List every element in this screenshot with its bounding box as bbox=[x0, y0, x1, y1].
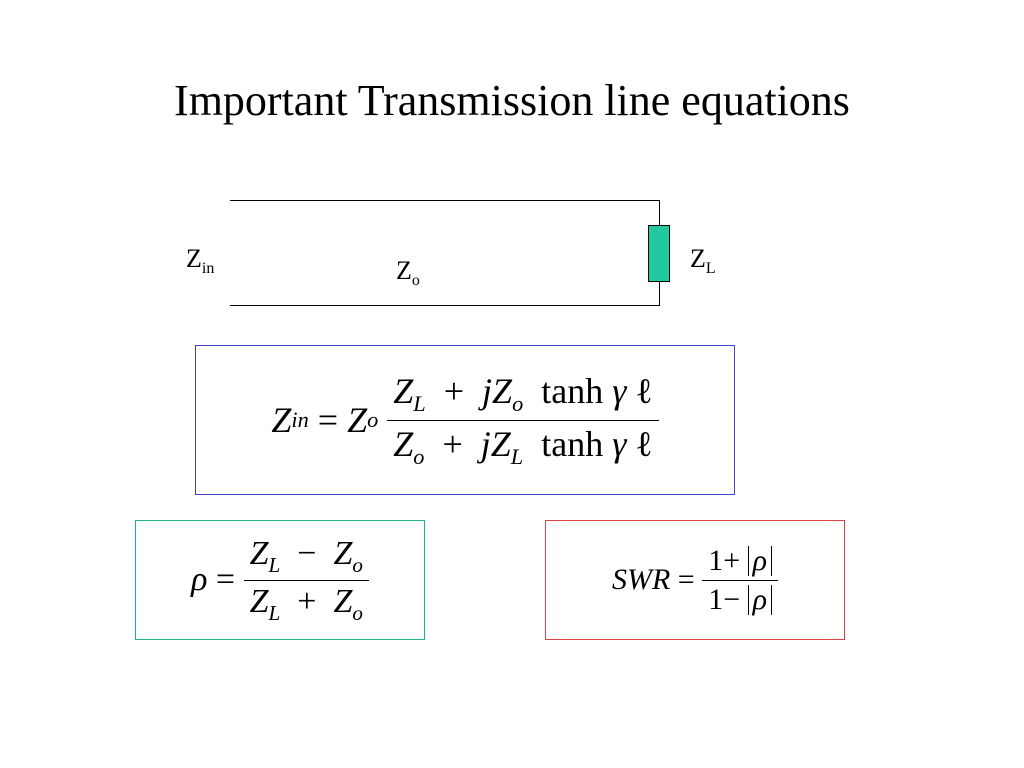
eq-zin-den-a-base: Z bbox=[393, 424, 413, 464]
eq-rho-den-a-sub: L bbox=[269, 600, 281, 624]
eq-rho-num-a-base: Z bbox=[250, 535, 269, 572]
label-zo-sub: o bbox=[412, 272, 420, 289]
label-zin: Zin bbox=[186, 244, 214, 278]
eq-rho-num-b-sub: o bbox=[352, 553, 363, 577]
eq-zin-equals: = bbox=[318, 399, 338, 441]
eq-zin-lhs-sub: in bbox=[291, 407, 308, 433]
eq-zin-den-j: j bbox=[481, 424, 491, 464]
eq-zin-den-gamma: γ bbox=[612, 424, 626, 464]
eq-zin-num-gamma: γ bbox=[612, 371, 626, 411]
eq-zin-den-a-sub: o bbox=[413, 444, 424, 469]
load-impedance-box bbox=[648, 225, 670, 282]
eq-rho-num-b-base: Z bbox=[333, 535, 352, 572]
label-zl-sub: L bbox=[706, 260, 716, 277]
eq-zin-fraction: ZL + jZo tanh γ ℓ Zo + jZL tanh γ ℓ bbox=[387, 370, 658, 469]
equation-zin: Zin = Zo ZL + jZo tanh γ ℓ Zo + jZL tanh… bbox=[195, 345, 735, 495]
eq-zin-num-a-base: Z bbox=[393, 371, 413, 411]
eq-rho-den-plus: + bbox=[297, 583, 316, 620]
eq-rho-num-a-sub: L bbox=[269, 553, 281, 577]
eq-zin-coef-base: Z bbox=[347, 399, 367, 441]
conductor-bottom bbox=[230, 305, 660, 306]
eq-zin-lhs-base: Z bbox=[271, 399, 291, 441]
eq-rho-den-a-base: Z bbox=[250, 583, 269, 620]
eq-zin-num-plus: + bbox=[444, 371, 464, 411]
label-zo: Zo bbox=[396, 256, 420, 290]
conductor-top bbox=[230, 200, 660, 201]
eq-zin-num-tanh: tanh bbox=[541, 371, 603, 411]
page-title: Important Transmission line equations bbox=[0, 75, 1024, 126]
equation-rho: ρ = ZL − Zo ZL + Zo bbox=[135, 520, 425, 640]
eq-zin-num-b-base: Z bbox=[492, 371, 512, 411]
equation-swr: SWR = 1+ ρ 1− ρ bbox=[545, 520, 845, 640]
eq-swr-den-minus: − bbox=[723, 583, 740, 616]
eq-swr-den-absrho: ρ bbox=[753, 583, 767, 616]
eq-rho-equals: = bbox=[216, 561, 235, 599]
eq-zin-den-b-base: Z bbox=[491, 424, 511, 464]
eq-zin-coef-sub: o bbox=[367, 407, 378, 433]
eq-zin-num-ell: ℓ bbox=[635, 371, 652, 411]
eq-rho-num-minus: − bbox=[297, 535, 316, 572]
label-zo-base: Z bbox=[396, 256, 412, 285]
eq-zin-num-a-sub: L bbox=[413, 392, 425, 417]
eq-rho-den-b-sub: o bbox=[352, 600, 363, 624]
transmission-line-diagram bbox=[230, 200, 660, 305]
eq-zin-den-tanh: tanh bbox=[541, 424, 603, 464]
label-zl-base: Z bbox=[690, 244, 706, 273]
eq-rho-fraction: ZL − Zo ZL + Zo bbox=[244, 535, 369, 626]
eq-swr-den-one: 1 bbox=[708, 583, 723, 616]
eq-zin-den-plus: + bbox=[442, 424, 462, 464]
label-zin-sub: in bbox=[202, 260, 214, 277]
eq-swr-fraction: 1+ ρ 1− ρ bbox=[702, 544, 778, 617]
eq-rho-den-b-base: Z bbox=[333, 583, 352, 620]
eq-zin-num-b-sub: o bbox=[512, 392, 523, 417]
eq-zin-den-b-sub: L bbox=[511, 444, 523, 469]
label-zl: ZL bbox=[690, 244, 716, 278]
label-zin-base: Z bbox=[186, 244, 202, 273]
eq-swr-lhs: SWR bbox=[612, 563, 670, 597]
eq-rho-lhs: ρ bbox=[191, 561, 207, 599]
eq-swr-num-absrho: ρ bbox=[753, 544, 767, 577]
eq-swr-equals: = bbox=[678, 563, 695, 597]
eq-zin-den-ell: ℓ bbox=[635, 424, 652, 464]
eq-swr-num-plus: + bbox=[723, 544, 740, 577]
eq-zin-num-j: j bbox=[482, 371, 492, 411]
eq-swr-num-one: 1 bbox=[708, 544, 723, 577]
